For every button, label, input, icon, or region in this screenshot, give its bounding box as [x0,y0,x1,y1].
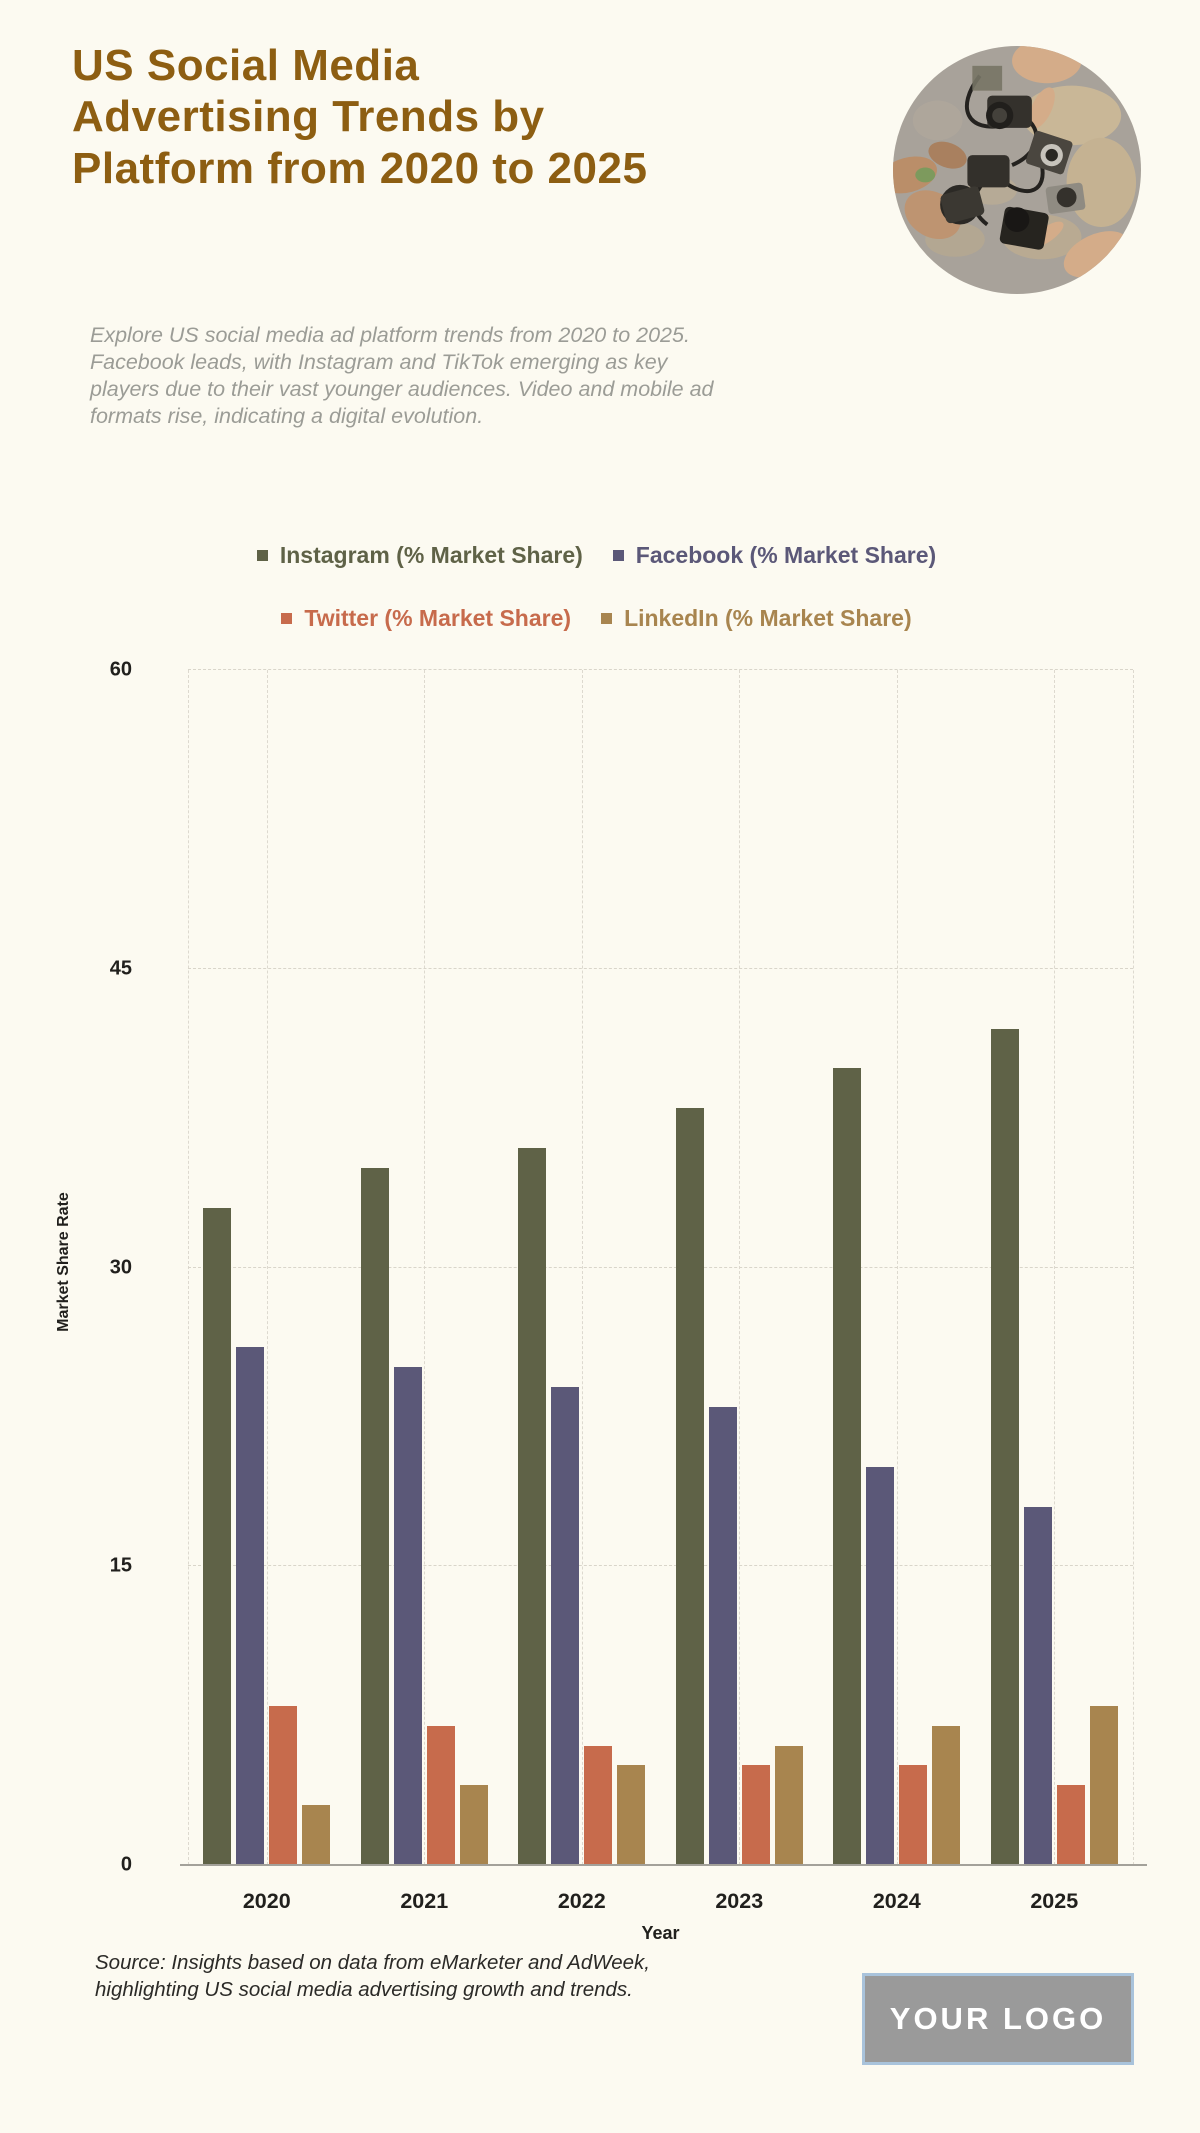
x-label-2022: 2022 [557,1889,606,1913]
bar-group-2024 [818,670,976,1865]
logo-text: YOUR LOGO [889,2001,1107,2036]
page-title-line-2: Advertising Trends by [72,92,545,142]
bar-facebook-2025 [1023,1506,1052,1865]
bar-instagram-2025 [990,1028,1019,1865]
bar-instagram-2020 [203,1207,232,1865]
source-note: Source: Insights based on data from eMar… [95,1951,650,2001]
bar-group-2021 [346,670,504,1865]
gridline-y-45 [188,967,1133,969]
x-label-2020: 2020 [242,1889,291,1913]
gridline-x-3 [424,670,426,1865]
bar-group-2023 [661,670,819,1865]
bar-instagram-2024 [833,1068,862,1865]
legend-label-linkedin: LinkedIn (% Market Share) [624,605,912,631]
legend-label-instagram: Instagram (% Market Share) [279,542,583,568]
gridline-y-30 [188,1266,1133,1268]
page-title-line-1: US Social Media [72,41,420,90]
legend-swatch-icon-twitter [281,613,293,624]
bar-groups [188,670,1133,1865]
gridline-x-7 [1054,670,1056,1865]
bar-instagram-2021 [360,1167,389,1865]
bar-twitter-2023 [741,1765,770,1865]
page-subtitle: Explore US social media ad platform tren… [90,323,714,429]
cameras-photo [893,46,1141,294]
bar-linkedin-2021 [459,1785,488,1865]
gridline-y-60 [188,669,1133,670]
bar-facebook-2022 [551,1387,580,1865]
camera-shapes [940,65,1086,250]
y-tick-0: 0 [120,1853,132,1876]
bar-linkedin-2025 [1089,1705,1118,1865]
bar-facebook-2020 [236,1347,265,1865]
bar-twitter-2022 [584,1745,613,1865]
y-axis-title: Market Share Rate [55,1192,72,1332]
page-title-line-3: Platform from 2020 to 2025 [72,143,648,193]
y-tick-45: 45 [109,957,132,980]
legend-row-2: Twitter (% Market Share) LinkedIn (% Mark… [60,605,1133,632]
y-tick-60: 60 [109,658,132,681]
legend-item-instagram: Instagram (% Market Share) [256,542,583,569]
bar-linkedin-2020 [302,1805,331,1865]
gridline-x-5 [739,670,741,1865]
bar-group-2020 [188,670,346,1865]
gridline-y-15 [188,1565,1133,1567]
x-axis-line [180,1864,1147,1866]
bar-instagram-2022 [518,1148,547,1865]
logo-placeholder: YOUR LOGO [862,1973,1134,2065]
legend-item-facebook: Facebook (% Market Share) [612,542,937,569]
bar-facebook-2021 [393,1367,422,1865]
bar-twitter-2025 [1056,1785,1085,1865]
legend-item-linkedin: LinkedIn (% Market Share) [601,605,912,632]
gridline-x-1 [1133,670,1134,1865]
y-tick-30: 30 [109,1256,132,1278]
bar-group-2022 [503,670,661,1865]
bar-linkedin-2023 [774,1745,803,1865]
bar-twitter-2020 [269,1705,298,1865]
x-axis-labels: 2020 2021 2022 2023 2024 2025 [188,1889,1133,1914]
bar-instagram-2023 [675,1108,704,1865]
bar-facebook-2023 [708,1406,737,1865]
chart-plot-area [180,669,1147,1866]
legend-swatch-icon-linkedin [601,613,613,624]
x-axis-title: Year [641,1923,680,1943]
y-axis-ticks: 0 15 30 45 60 [88,659,132,1876]
bar-linkedin-2024 [932,1725,961,1865]
bar-twitter-2021 [426,1725,455,1865]
x-label-2023: 2023 [715,1889,764,1913]
x-label-2021: 2021 [400,1889,449,1913]
gridline-x-6 [896,670,898,1865]
legend-row-1: Instagram (% Market Share) Facebook (% Ma… [60,542,1133,569]
x-label-2025: 2025 [1030,1889,1079,1913]
y-tick-15: 15 [109,1554,132,1577]
legend-label-twitter: Twitter (% Market Share) [304,605,572,631]
bar-facebook-2024 [866,1466,895,1865]
chart-legend: Instagram (% Market Share) Facebook (% Ma… [60,542,1133,668]
bar-group-2025 [976,670,1134,1865]
legend-swatch-icon-instagram [256,550,268,561]
gridline-x-0 [188,670,189,1865]
page-title: US Social Media Advertising Trends by Pl… [72,40,892,194]
cameras-photo-image [893,46,1141,294]
bar-twitter-2024 [899,1765,928,1865]
gridline-x-2 [266,670,268,1865]
bar-linkedin-2022 [617,1765,646,1865]
x-label-2024: 2024 [872,1889,921,1913]
legend-label-facebook: Facebook (% Market Share) [635,542,937,568]
legend-swatch-icon-facebook [612,550,624,561]
gridline-x-4 [581,670,583,1865]
legend-item-twitter: Twitter (% Market Share) [281,605,571,632]
hands [893,46,1129,278]
